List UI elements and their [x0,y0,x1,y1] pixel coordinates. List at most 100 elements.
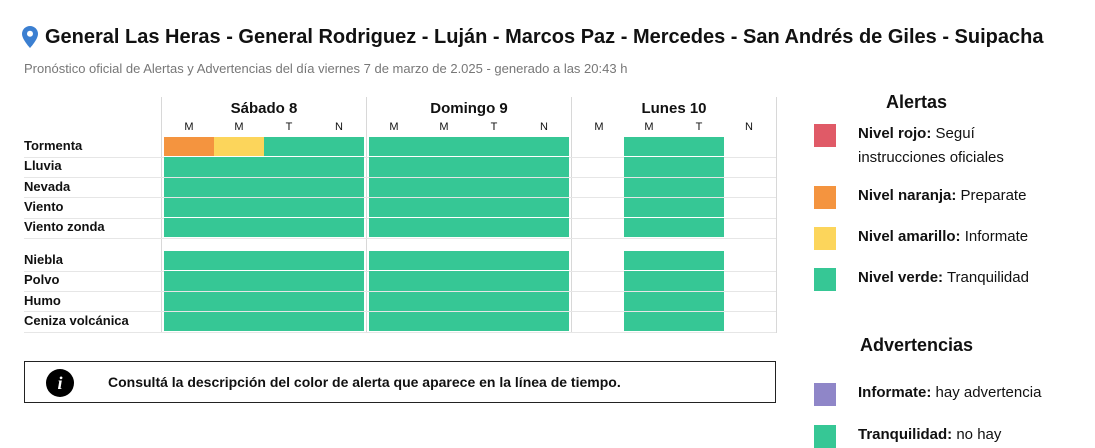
alert-cell [264,311,314,332]
slot-label: T [695,121,703,133]
alert-cell [674,177,724,197]
page: {"header":{"title":"General Las Heras - … [22,26,1048,448]
alert-cell [314,137,364,157]
legend-item: Informate: hay advertencia [858,381,1048,405]
alert-cell [519,157,569,177]
alert-cell [264,177,314,197]
legend-item: Tranquilidad: no hay [858,423,1048,447]
slot-label: T [285,121,293,133]
alert-cell [214,157,264,177]
alert-cell [519,137,569,157]
legend-swatch [814,425,836,448]
alert-cell [519,218,569,238]
alert-cell [419,271,469,291]
alert-cell [419,218,469,238]
row-label: Viento zonda [24,219,105,235]
alert-cell [624,271,674,291]
alert-cell [469,271,519,291]
day-header: Domingo 9 [430,100,508,117]
alert-cell [419,177,469,197]
legend-label: Nivel naranja: [858,187,957,204]
legend-swatch [814,227,836,250]
alert-cell [314,311,364,332]
alert-cell [674,251,724,271]
alert-cell [419,197,469,218]
alert-cell [314,291,364,311]
slot-label: N [335,121,343,133]
alert-cell [419,137,469,157]
subtitle: Pronóstico oficial de Alertas y Adverten… [24,61,628,76]
svg-text:i: i [57,373,62,393]
legend-text: hay advertencia [935,384,1042,401]
alert-cell [624,157,674,177]
alert-cell [469,197,519,218]
alert-cell [164,218,214,238]
alert-cell [369,311,419,332]
alert-cell [264,291,314,311]
alert-cell [674,137,724,157]
alert-cell [624,218,674,238]
alert-cell [519,251,569,271]
legend-label: Informate: [858,384,932,401]
alert-cell [369,177,419,197]
legend-title: Alertas [886,92,948,112]
legend-item: Nivel amarillo: Informate [858,225,1048,249]
notice-text: Consultá la descripción del color de ale… [108,374,621,390]
alert-cell [469,311,519,332]
legend: Alertas Nivel rojo: Seguí instrucciones o… [814,92,1048,448]
alert-cell [214,311,264,332]
legend-swatch [814,186,836,209]
legend-title: Advertencias [860,335,974,355]
alert-cell [674,271,724,291]
row-label: Humo [24,292,61,308]
alert-cell [519,291,569,311]
day-header: Lunes 10 [641,100,707,117]
alert-cell [674,291,724,311]
row-label: Nevada [24,178,71,194]
row-label: Tormenta [24,138,83,153]
day-header: Sábado 8 [230,100,298,117]
alert-cell [624,311,674,332]
alert-cell [314,271,364,291]
alert-cell [214,197,264,218]
legend-text: Seguí instrucciones oficiales [858,125,1004,166]
alert-cell [369,291,419,311]
alert-cell [469,177,519,197]
alert-cell [369,157,419,177]
alert-cell [369,271,419,291]
legend-text: Tranquilidad [946,269,1029,286]
alert-cell [419,251,469,271]
legend-label: Nivel verde: [858,269,944,286]
alert-cell [519,311,569,332]
alert-cell [674,218,724,238]
alert-cell [469,251,519,271]
alert-cell [419,157,469,177]
alert-cell [519,197,569,218]
alert-cell [369,251,419,271]
alert-cell [264,137,314,157]
alert-cell [214,137,264,157]
notice-box: i Consultá la descripción del color de a… [24,361,776,403]
alert-cell [214,251,264,271]
alert-cell [164,137,214,157]
alert-cell [164,197,214,218]
alert-cell [674,311,724,332]
column-line [366,97,367,333]
alert-cell [419,311,469,332]
alert-cell [624,197,674,218]
slot-label: M [594,121,604,133]
row-line [24,238,776,239]
alert-cell [214,218,264,238]
alert-cell [469,218,519,238]
alert-cell [369,137,419,157]
column-line [571,97,572,333]
column-line [161,97,162,333]
slot-label: T [490,121,498,133]
location-pin [22,26,38,48]
slot-label: N [540,121,548,133]
alert-cell [164,291,214,311]
alert-cell [164,157,214,177]
row-line [24,331,776,333]
alert-cell [369,197,419,218]
slot-label: M [389,121,399,133]
